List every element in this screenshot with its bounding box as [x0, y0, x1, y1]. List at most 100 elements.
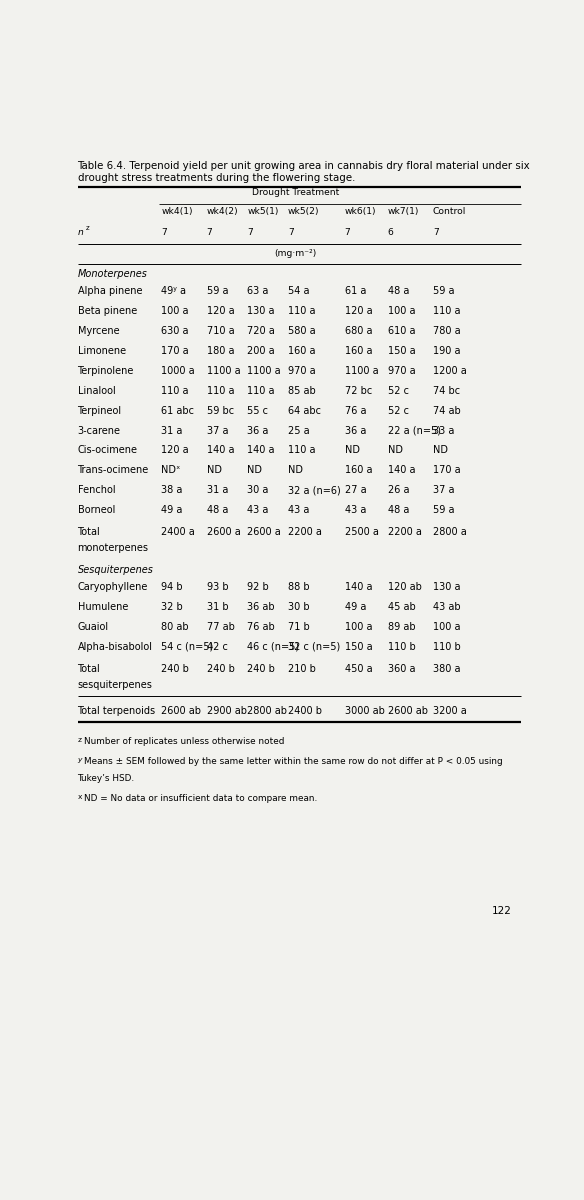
Text: 160 a: 160 a	[345, 466, 372, 475]
Text: 46 c (n=5): 46 c (n=5)	[247, 642, 300, 652]
Text: 110 a: 110 a	[247, 386, 274, 396]
Text: n: n	[78, 228, 84, 236]
Text: Limonene: Limonene	[78, 346, 126, 356]
Text: 100 a: 100 a	[345, 622, 372, 632]
Text: 100 a: 100 a	[161, 306, 189, 317]
Text: Drought Treatment: Drought Treatment	[252, 188, 339, 197]
Text: 630 a: 630 a	[161, 326, 189, 336]
Text: 7: 7	[161, 228, 167, 236]
Text: 54 a: 54 a	[288, 287, 310, 296]
Text: 970 a: 970 a	[288, 366, 315, 376]
Text: Alpha pinene: Alpha pinene	[78, 287, 142, 296]
Text: Total terpenoids: Total terpenoids	[78, 706, 156, 716]
Text: Control: Control	[433, 208, 466, 216]
Text: 32 a (n=6): 32 a (n=6)	[288, 485, 340, 496]
Text: 2200 a: 2200 a	[288, 527, 322, 536]
Text: 76 ab: 76 ab	[247, 622, 275, 632]
Text: 22 a (n=5): 22 a (n=5)	[388, 426, 440, 436]
Text: Sesquiterpenes: Sesquiterpenes	[78, 565, 154, 575]
Text: 2800 a: 2800 a	[433, 527, 467, 536]
Text: 2600 a: 2600 a	[207, 527, 240, 536]
Text: 61 abc: 61 abc	[161, 406, 194, 415]
Text: 122: 122	[492, 906, 512, 917]
Text: 110 a: 110 a	[288, 306, 315, 317]
Text: 110 a: 110 a	[433, 306, 460, 317]
Text: 94 b: 94 b	[161, 582, 183, 593]
Text: 110 a: 110 a	[288, 445, 315, 456]
Text: 680 a: 680 a	[345, 326, 372, 336]
Text: Beta pinene: Beta pinene	[78, 306, 137, 317]
Text: ND = No data or insufficient data to compare mean.: ND = No data or insufficient data to com…	[84, 794, 318, 803]
Text: 2800 ab: 2800 ab	[247, 706, 287, 716]
Text: 240 b: 240 b	[247, 664, 275, 673]
Text: 6: 6	[388, 228, 394, 236]
Text: 140 a: 140 a	[207, 445, 234, 456]
Text: 170 a: 170 a	[161, 346, 189, 356]
Text: 77 ab: 77 ab	[207, 622, 234, 632]
Text: 55 c: 55 c	[247, 406, 268, 415]
Text: 1100 a: 1100 a	[247, 366, 281, 376]
Text: 160 a: 160 a	[345, 346, 372, 356]
Text: Humulene: Humulene	[78, 602, 128, 612]
Text: wk4(1): wk4(1)	[161, 208, 193, 216]
Text: 74 ab: 74 ab	[433, 406, 461, 415]
Text: 120 a: 120 a	[161, 445, 189, 456]
Text: monoterpenes: monoterpenes	[78, 544, 148, 553]
Text: 120 ab: 120 ab	[388, 582, 422, 593]
Text: 36 a: 36 a	[345, 426, 366, 436]
Text: Alpha-bisabolol: Alpha-bisabolol	[78, 642, 152, 652]
Text: 130 a: 130 a	[247, 306, 274, 317]
Text: 43 ab: 43 ab	[433, 602, 460, 612]
Text: wk7(1): wk7(1)	[388, 208, 419, 216]
Text: wk6(1): wk6(1)	[345, 208, 376, 216]
Text: 32 b: 32 b	[161, 602, 183, 612]
Text: 180 a: 180 a	[207, 346, 234, 356]
Text: 30 b: 30 b	[288, 602, 310, 612]
Text: 52 c: 52 c	[388, 386, 409, 396]
Text: 140 a: 140 a	[345, 582, 372, 593]
Text: 7: 7	[207, 228, 212, 236]
Text: 580 a: 580 a	[288, 326, 315, 336]
Text: 110 a: 110 a	[161, 386, 189, 396]
Text: Fenchol: Fenchol	[78, 485, 115, 496]
Text: 2500 a: 2500 a	[345, 527, 378, 536]
Text: 140 a: 140 a	[247, 445, 274, 456]
Text: wk5(1): wk5(1)	[247, 208, 279, 216]
Text: wk5(2): wk5(2)	[288, 208, 319, 216]
Text: 71 b: 71 b	[288, 622, 310, 632]
Text: z: z	[78, 737, 82, 743]
Text: 54 c (n=5): 54 c (n=5)	[161, 642, 214, 652]
Text: 31 b: 31 b	[207, 602, 228, 612]
Text: 45 ab: 45 ab	[388, 602, 415, 612]
Text: 38 a: 38 a	[161, 485, 183, 496]
Text: 710 a: 710 a	[207, 326, 234, 336]
Text: Total: Total	[78, 527, 100, 536]
Text: ND: ND	[433, 445, 448, 456]
Text: 85 ab: 85 ab	[288, 386, 316, 396]
Text: Terpinolene: Terpinolene	[78, 366, 134, 376]
Text: 37 a: 37 a	[433, 485, 454, 496]
Text: 150 a: 150 a	[345, 642, 372, 652]
Text: 33 a: 33 a	[433, 426, 454, 436]
Text: 42 c: 42 c	[207, 642, 227, 652]
Text: 52 c: 52 c	[388, 406, 409, 415]
Text: 49ʸ a: 49ʸ a	[161, 287, 186, 296]
Text: Monoterpenes: Monoterpenes	[78, 269, 147, 278]
Text: 80 ab: 80 ab	[161, 622, 189, 632]
Text: 49 a: 49 a	[161, 505, 183, 515]
Text: sesquiterpenes: sesquiterpenes	[78, 680, 152, 690]
Text: 200 a: 200 a	[247, 346, 275, 356]
Text: (mg·m⁻²): (mg·m⁻²)	[274, 248, 317, 258]
Text: 36 a: 36 a	[247, 426, 269, 436]
Text: 3000 ab: 3000 ab	[345, 706, 384, 716]
Text: 89 ab: 89 ab	[388, 622, 415, 632]
Text: 43 a: 43 a	[288, 505, 310, 515]
Text: drought stress treatments during the flowering stage.: drought stress treatments during the flo…	[78, 173, 355, 182]
Text: 63 a: 63 a	[247, 287, 269, 296]
Text: 100 a: 100 a	[433, 622, 460, 632]
Text: y: y	[78, 757, 82, 763]
Text: 48 a: 48 a	[207, 505, 228, 515]
Text: 190 a: 190 a	[433, 346, 460, 356]
Text: 93 b: 93 b	[207, 582, 228, 593]
Text: 450 a: 450 a	[345, 664, 372, 673]
